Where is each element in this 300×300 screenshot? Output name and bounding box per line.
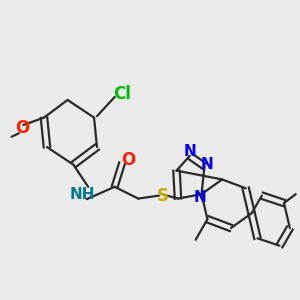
Text: N: N xyxy=(194,190,206,205)
Text: NH: NH xyxy=(70,187,95,202)
Text: O: O xyxy=(15,119,29,137)
Text: N: N xyxy=(183,144,196,159)
Text: O: O xyxy=(122,151,136,169)
Text: S: S xyxy=(157,187,169,205)
Text: Cl: Cl xyxy=(113,85,131,103)
Text: N: N xyxy=(201,157,214,172)
